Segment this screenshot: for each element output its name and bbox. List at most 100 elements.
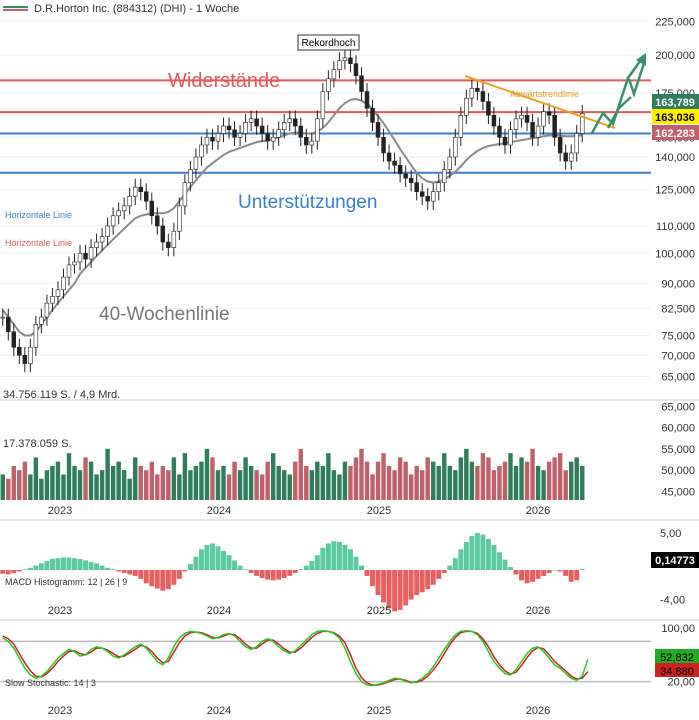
volume-bar: [530, 448, 535, 500]
macd-bar: [436, 570, 442, 579]
macd-bar: [519, 570, 525, 581]
price-tick-label: 110,000: [656, 221, 695, 233]
macd-bar: [16, 570, 22, 572]
volume-bar: [431, 461, 436, 500]
volume-bar: [39, 478, 44, 500]
macd-bar: [480, 534, 486, 570]
candle-body: [326, 78, 331, 92]
volume-bar: [320, 465, 326, 500]
x-tick-label: 2025: [367, 505, 391, 517]
candle-body: [254, 118, 259, 127]
macd-bar: [414, 570, 420, 596]
macd-tick-label: -4,00: [660, 595, 685, 607]
candle-body: [309, 140, 315, 146]
volume-bar: [177, 474, 182, 500]
abwaertstrend-label: Abwärtstrendlinie: [510, 89, 579, 99]
x-tick-label: 2025: [367, 705, 391, 717]
macd-bar: [281, 570, 287, 579]
volume-bar: [17, 470, 22, 500]
candle-body: [232, 129, 237, 138]
candle-body: [458, 114, 464, 138]
volume-bar: [370, 474, 375, 500]
candle-body: [22, 354, 28, 364]
stoch-value-tag: [655, 663, 699, 677]
candle-body: [557, 136, 563, 154]
volume-bar: [83, 457, 88, 500]
macd-bar: [132, 570, 138, 576]
macd-bar: [72, 558, 77, 570]
volume-bar: [508, 453, 513, 500]
macd-bar: [243, 569, 249, 570]
macd-bar: [452, 558, 458, 570]
candle-body: [17, 346, 22, 356]
volume-bar: [337, 474, 342, 500]
x-tick-label: 2023: [48, 705, 72, 717]
x-tick-label: 2026: [526, 605, 550, 617]
volume-label-2: 17.378.059 S.: [3, 438, 72, 450]
macd-bar: [66, 557, 72, 570]
volume-bar: [486, 457, 491, 500]
price-tag-text: 163,036: [655, 112, 695, 124]
volume-bar: [215, 470, 221, 500]
projection-line-2: [606, 96, 632, 129]
candle-body: [453, 136, 458, 158]
macd-value-tag: [651, 552, 699, 568]
volume-bar: [447, 465, 452, 500]
macd-bar: [546, 570, 552, 573]
macd-bar: [469, 536, 475, 570]
volume-bar: [133, 457, 138, 500]
volume-bar: [210, 457, 215, 500]
candle-body: [375, 122, 381, 138]
macd-bar: [49, 558, 55, 570]
price-tag-text: 162,283: [655, 128, 695, 140]
macd-bar: [116, 570, 122, 572]
macd-bar: [397, 570, 403, 610]
macd-bar: [303, 565, 309, 570]
volume-bar: [254, 470, 259, 500]
macd-bar: [408, 570, 414, 600]
macd-bar: [105, 567, 111, 570]
macd-bar: [83, 560, 89, 570]
candle-body: [6, 316, 11, 333]
macd-bar: [44, 561, 50, 570]
candle-body: [419, 191, 425, 197]
candle-body: [39, 316, 44, 325]
trend-layer: [464, 53, 647, 134]
volume-bar: [568, 461, 574, 500]
horizontal-line-blue-label: Horizontale Linie: [5, 210, 72, 220]
candle-body: [519, 114, 524, 120]
volume-bar: [342, 461, 348, 500]
candle-body: [508, 129, 513, 146]
volume-bar: [293, 461, 298, 500]
macd-bar: [447, 565, 453, 570]
volume-bar: [99, 470, 105, 500]
macd-bar: [276, 570, 282, 580]
candle-body: [248, 118, 254, 123]
volume-bar: [199, 461, 204, 500]
sma-layer: [2, 97, 583, 337]
price-tag-box: [652, 125, 699, 140]
macd-bar: [88, 561, 94, 570]
candle-body: [563, 152, 568, 162]
stoch-value-tag: [655, 649, 699, 663]
volume-bar: [188, 470, 193, 500]
macd-bar: [441, 570, 447, 573]
candle-body: [535, 125, 541, 138]
volume-bar: [326, 453, 331, 500]
volume-bar: [364, 461, 370, 500]
macd-bar: [60, 557, 66, 570]
x-tick-label: 2024: [207, 705, 231, 717]
candle-body: [348, 57, 353, 64]
candle-body: [259, 125, 265, 134]
volume-bar: [127, 478, 132, 500]
volume-bar: [464, 448, 469, 500]
candle-body: [304, 136, 309, 146]
macd-bar: [359, 565, 364, 570]
volume-bar: [193, 465, 199, 500]
macd-bar: [381, 570, 387, 603]
macd-bar: [33, 565, 39, 570]
candle-body: [414, 182, 419, 193]
price-tick-label: 140,000: [655, 152, 695, 164]
volume-bar: [475, 465, 480, 500]
unterstuetzungen-label: Unterstützungen: [238, 192, 377, 213]
